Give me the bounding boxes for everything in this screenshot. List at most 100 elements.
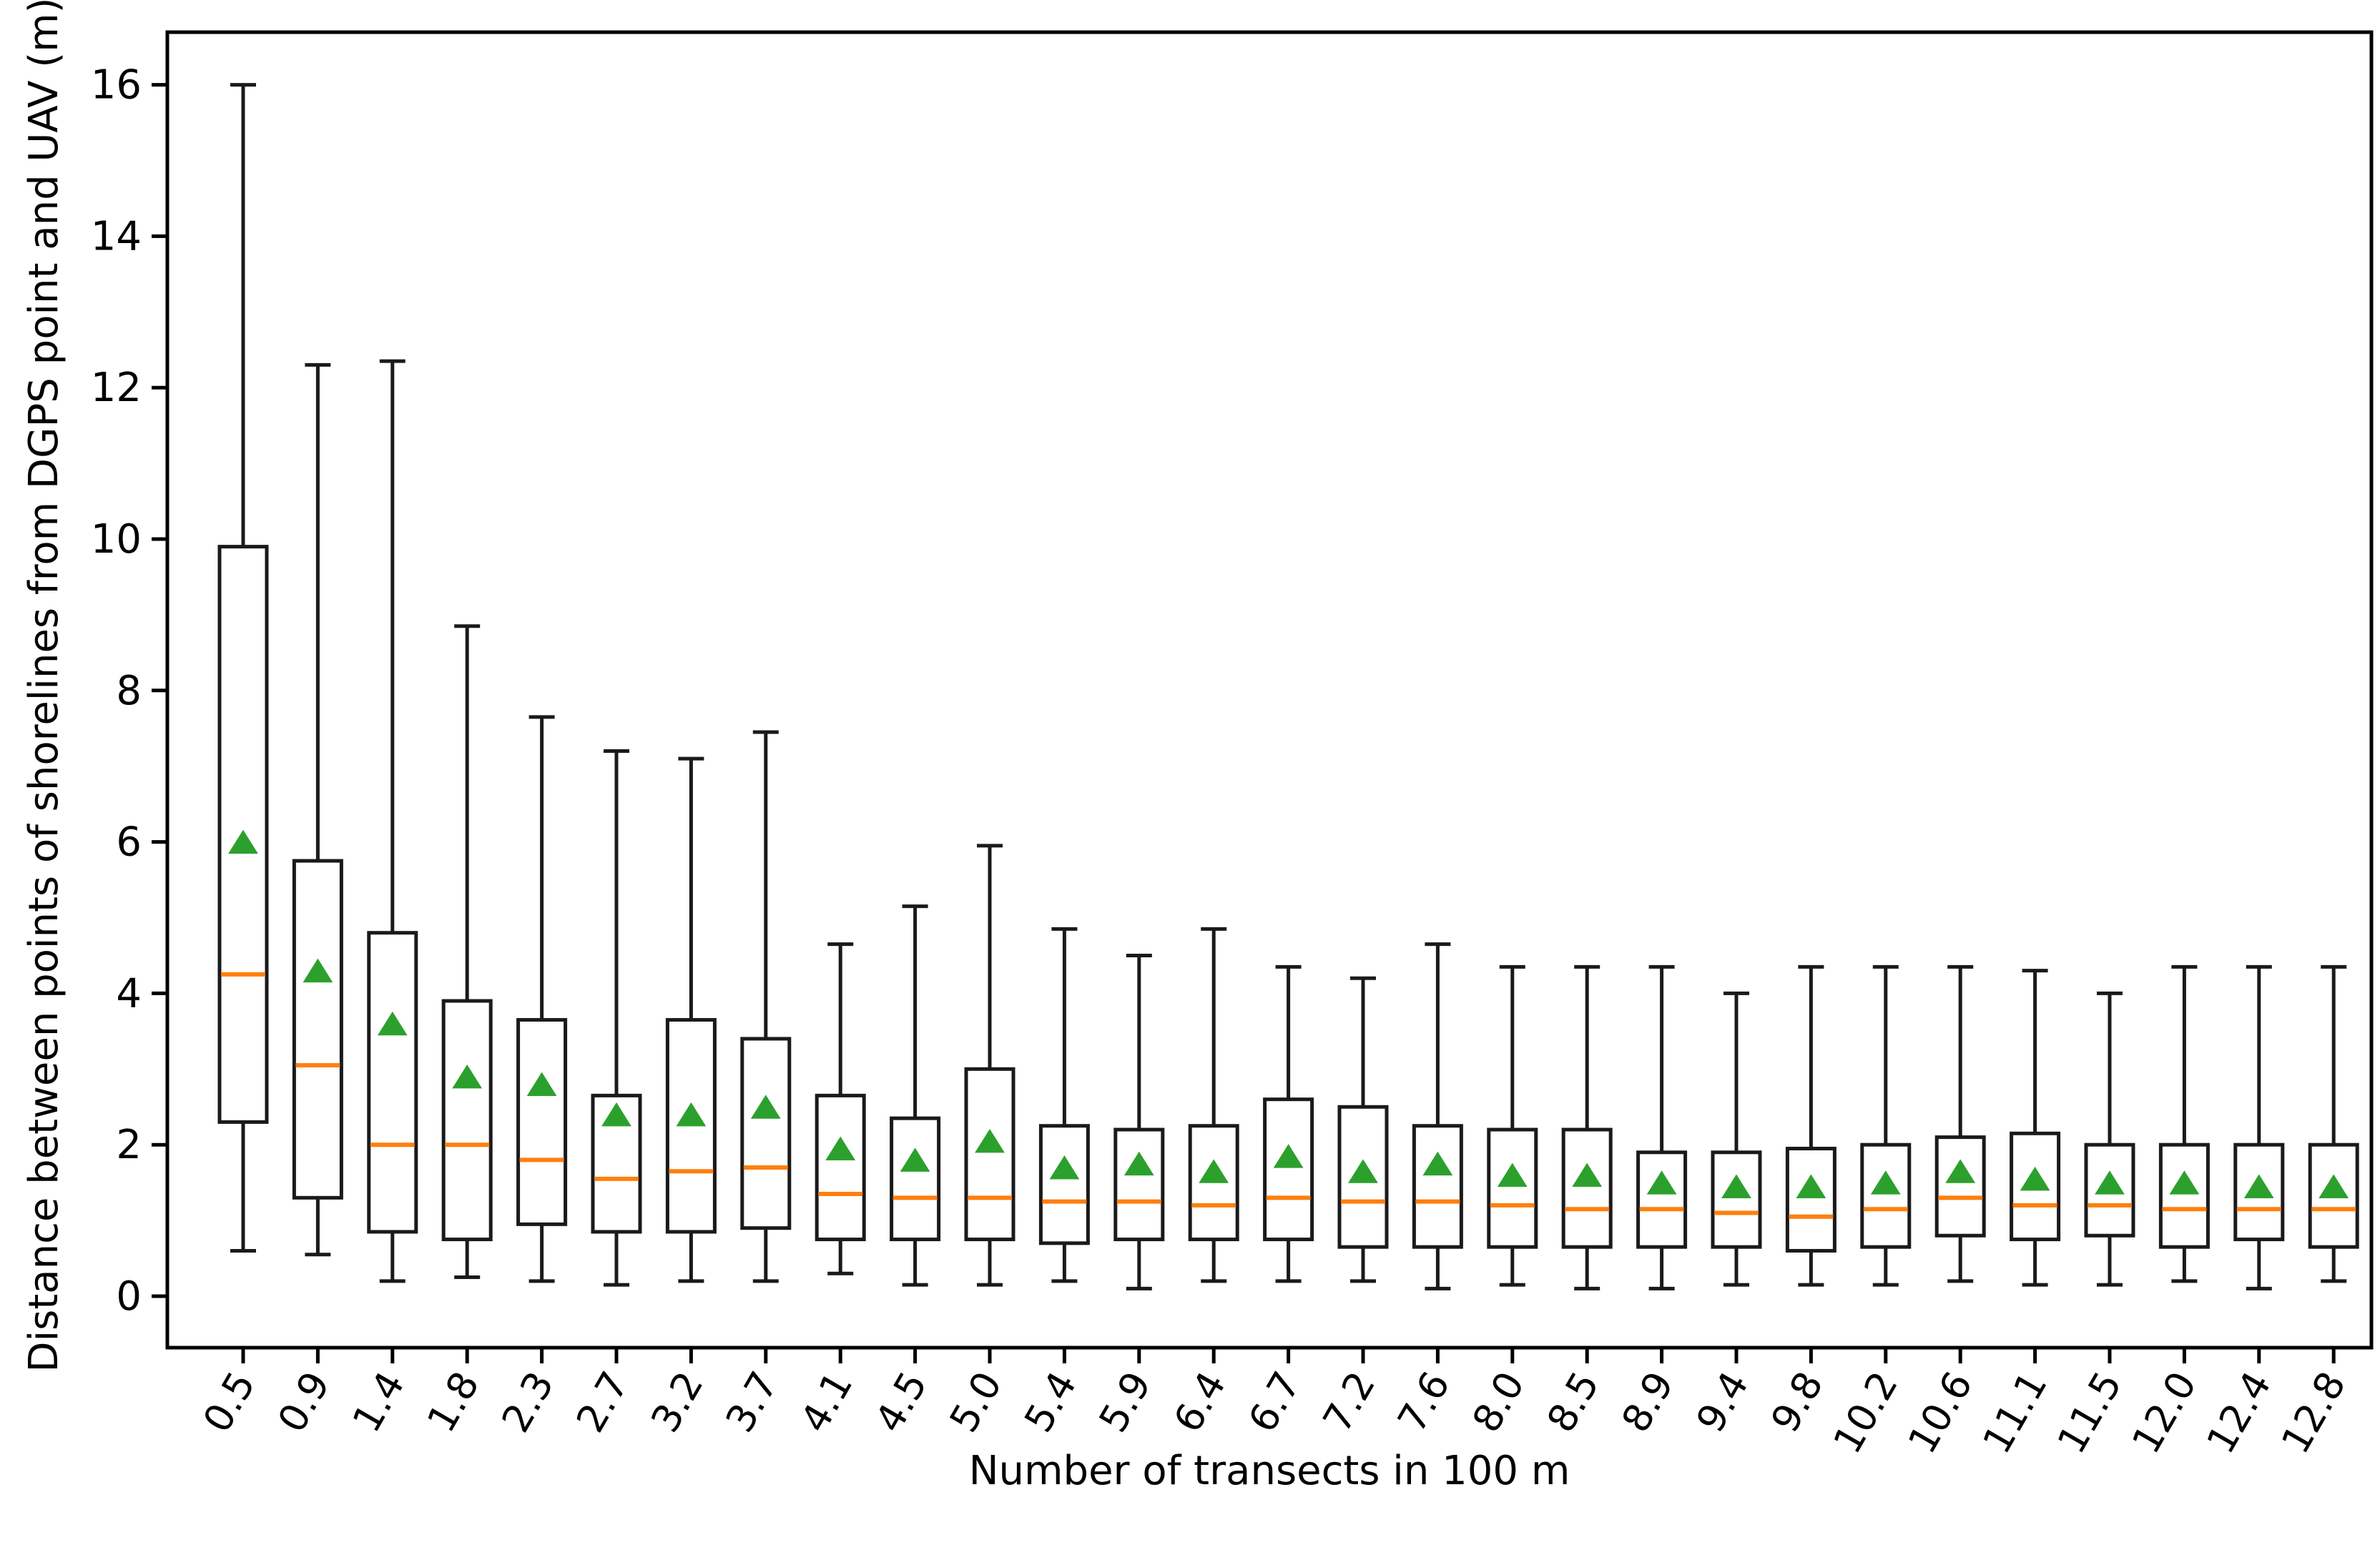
iqr-box: [1412, 1124, 1463, 1249]
box-group-12.0: [2158, 964, 2210, 1283]
box-group-12.4: [2233, 964, 2285, 1290]
mean-marker-triangle: [1796, 1174, 1826, 1198]
box-group-7.2: [1337, 976, 1389, 1283]
box-group-11.1: [2010, 969, 2061, 1287]
mean-marker-triangle: [1199, 1159, 1229, 1183]
iqr-box: [2158, 1142, 2210, 1249]
mean-marker-triangle: [2318, 1174, 2349, 1198]
box-group-3.2: [665, 756, 717, 1283]
mean-marker-triangle: [303, 958, 333, 983]
x-tick-label: 1.8: [418, 1364, 488, 1440]
mean-marker-triangle: [2020, 1166, 2050, 1191]
x-tick-label: 8.0: [1464, 1364, 1534, 1440]
x-tick-label: 2.7: [568, 1364, 638, 1440]
mean-marker-triangle: [1497, 1162, 1528, 1188]
mean-marker-triangle: [750, 1095, 781, 1119]
box-group-6.4: [1188, 927, 1239, 1283]
box-group-8.5: [1561, 964, 1613, 1290]
mean-marker-triangle: [1123, 1151, 1154, 1176]
x-tick-label: 0.5: [195, 1364, 265, 1440]
mean-marker-triangle: [1422, 1151, 1453, 1176]
x-tick-label: 2.3: [493, 1364, 563, 1440]
iqr-box: [964, 1067, 1016, 1242]
x-tick-label: 12.4: [2198, 1364, 2280, 1461]
box-group-0.9: [292, 362, 343, 1257]
y-tick-label: 12: [91, 365, 142, 411]
y-tick-label: 8: [116, 668, 142, 714]
x-tick-label: 10.2: [1824, 1364, 1907, 1461]
y-axis-title: Distance between points of shorelines fr…: [21, 0, 67, 1373]
box-group-7.6: [1412, 942, 1463, 1290]
iqr-box: [441, 999, 493, 1242]
x-tick-label: 4.5: [866, 1364, 936, 1440]
x-tick-label: 7.2: [1314, 1364, 1385, 1440]
x-tick-label: 0.9: [269, 1364, 339, 1440]
x-tick-label: 8.5: [1538, 1364, 1608, 1440]
mean-marker-triangle: [2243, 1174, 2274, 1198]
mean-marker-triangle: [1945, 1159, 1976, 1183]
mean-marker-triangle: [2169, 1170, 2200, 1195]
box-group-1.4: [367, 359, 418, 1283]
iqr-box: [1487, 1127, 1538, 1249]
box-group-5.0: [964, 844, 1016, 1287]
mean-marker-triangle: [452, 1064, 483, 1089]
mean-marker-triangle: [2095, 1170, 2125, 1195]
x-tick-label: 3.7: [717, 1364, 787, 1440]
box-group-3.7: [740, 730, 792, 1283]
box-group-9.4: [1711, 991, 1762, 1287]
iqr-box: [516, 1017, 568, 1226]
y-tick-label: 4: [116, 970, 142, 1017]
box-group-6.7: [1263, 964, 1314, 1283]
box-group-4.5: [890, 904, 941, 1287]
box-group-8.0: [1487, 964, 1538, 1287]
x-tick-label: 9.4: [1688, 1364, 1758, 1440]
mean-marker-triangle: [1348, 1159, 1378, 1183]
iqr-box: [292, 859, 343, 1200]
mean-marker-triangle: [228, 829, 258, 854]
box-group-11.5: [2084, 991, 2135, 1287]
box-group-5.4: [1038, 927, 1090, 1283]
box-group-4.1: [815, 942, 866, 1275]
iqr-box: [1934, 1135, 1986, 1238]
box-group-1.8: [441, 624, 493, 1280]
mean-marker-triangle: [975, 1128, 1005, 1153]
box-group-9.8: [1785, 964, 1836, 1287]
y-tick-label: 0: [116, 1273, 142, 1320]
y-tick-label: 6: [116, 819, 142, 866]
mean-marker-triangle: [1049, 1155, 1080, 1180]
mean-marker-triangle: [1721, 1174, 1751, 1198]
box-group-5.9: [1113, 953, 1165, 1290]
x-tick-label: 5.9: [1091, 1364, 1161, 1440]
x-tick-label: 4.1: [792, 1364, 862, 1440]
x-tick-label: 1.4: [344, 1364, 414, 1440]
box-group-0.5: [217, 83, 269, 1253]
box-group-2.3: [516, 715, 568, 1283]
x-tick-label: 7.6: [1389, 1364, 1459, 1440]
box-group-8.9: [1636, 964, 1688, 1290]
box-group-10.2: [1860, 964, 1912, 1287]
iqr-box: [1785, 1146, 1836, 1253]
iqr-box: [1636, 1150, 1688, 1249]
x-tick-label: 5.0: [941, 1364, 1011, 1440]
mean-marker-triangle: [676, 1102, 707, 1127]
mean-marker-triangle: [1646, 1170, 1677, 1195]
x-tick-label: 12.0: [2123, 1364, 2206, 1461]
box-group-12.8: [2308, 964, 2359, 1283]
mean-marker-triangle: [1572, 1162, 1603, 1188]
x-axis-title: Number of transects in 100 m: [968, 1448, 1570, 1494]
x-tick-label: 9.8: [1762, 1364, 1832, 1440]
box-group-10.6: [1934, 964, 1986, 1283]
iqr-box: [890, 1116, 941, 1242]
iqr-box: [1038, 1124, 1090, 1245]
x-tick-label: 8.9: [1613, 1364, 1683, 1440]
mean-marker-triangle: [1273, 1144, 1304, 1168]
mean-marker-triangle: [526, 1072, 557, 1096]
x-tick-label: 6.4: [1165, 1364, 1235, 1440]
x-tick-label: 12.8: [2273, 1364, 2355, 1461]
iqr-box: [1561, 1127, 1613, 1249]
iqr-box: [1860, 1142, 1912, 1249]
y-tick-label: 14: [91, 213, 142, 260]
x-tick-label: 10.6: [1899, 1364, 1982, 1461]
